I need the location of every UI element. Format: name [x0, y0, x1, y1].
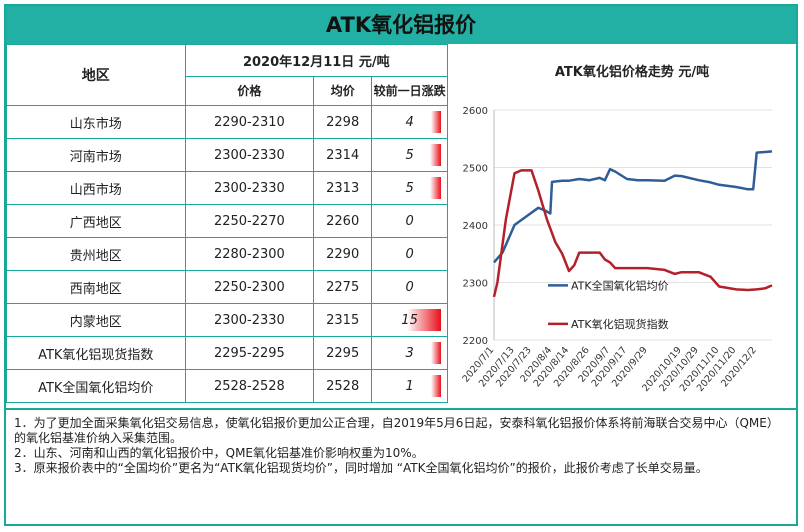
region-cell: 山东市场 — [6, 105, 186, 139]
change-value: 1 — [405, 378, 414, 394]
table-row: 内蒙地区 2300-2330 2315 15 — [6, 303, 448, 337]
price-cell: 2290-2310 — [184, 105, 315, 139]
chart-panel: ATK氧化铝价格走势 元/吨 2200 2300 2400 2500 2600 2020… — [452, 44, 796, 408]
series-line-0 — [493, 150, 773, 264]
region-cell: 内蒙地区 — [6, 303, 186, 337]
x-axis: 2020/7/12020/7/132020/7/232020/8/42020/8… — [460, 345, 759, 394]
table-row: 河南市场 2300-2330 2314 5 — [6, 138, 448, 172]
avg-cell: 2290 — [313, 237, 373, 271]
note-3: 3．原来报价表中的“全国均价”更名为“ATK氧化铝现货均价”，同时增加 “ATK… — [14, 461, 708, 475]
report-title: ATK氧化铝报价 — [6, 6, 796, 44]
change-value: 5 — [405, 147, 414, 163]
avg-cell: 2298 — [313, 105, 373, 139]
region-cell: ATK全国氧化铝均价 — [6, 369, 186, 403]
change-cell: 0 — [371, 237, 448, 271]
change-cell: 5 — [371, 171, 448, 205]
avg-cell: 2528 — [313, 369, 373, 403]
y-tick-label: 2500 — [463, 164, 488, 175]
note-2: 2．山东、河南和山西的氧化铝报价中，QME氧化铝基准价影响权重为10%。 — [14, 446, 424, 460]
change-bar — [431, 111, 441, 133]
change-cell: 5 — [371, 138, 448, 172]
header-price: 价格 — [184, 75, 315, 107]
table-row: 山西市场 2300-2330 2313 5 — [6, 171, 448, 205]
table-row: 贵州地区 2280-2300 2290 0 — [6, 237, 448, 271]
price-cell: 2300-2330 — [184, 303, 315, 337]
table-row: 山东市场 2290-2310 2298 4 — [6, 105, 448, 139]
region-cell: 河南市场 — [6, 138, 186, 172]
price-cell: 2300-2330 — [184, 171, 315, 205]
avg-cell: 2313 — [313, 171, 373, 205]
header-region: 地区 — [6, 44, 186, 106]
price-cell: 2295-2295 — [184, 336, 315, 370]
chart-series — [492, 150, 773, 298]
change-bar — [431, 342, 441, 364]
y-tick-label: 2200 — [463, 336, 488, 347]
chart-legend: ATK全国氧化铝均价 ATK氧化铝现货指数 — [548, 278, 669, 331]
header-change: 较前一日涨跌 — [371, 75, 448, 107]
avg-cell: 2260 — [313, 204, 373, 238]
price-cell: 2250-2300 — [184, 270, 315, 304]
header-avg: 均价 — [313, 75, 373, 107]
price-table-panel: 地区 2020年12月11日 元/吨 价格 均价 较前一日涨跌 山东市场 2290… — [6, 44, 449, 403]
change-cell: 0 — [371, 204, 448, 238]
change-value: 15 — [401, 312, 418, 328]
table-row: ATK全国氧化铝均价 2528-2528 2528 1 — [6, 369, 448, 403]
change-bar — [431, 375, 441, 397]
price-cell: 2300-2330 — [184, 138, 315, 172]
table-row: 广西地区 2250-2270 2260 0 — [6, 204, 448, 238]
notes: 1．为了更加全面采集氧化铝交易信息，使氧化铝报价更加公正合理，自2019年5月6… — [6, 408, 796, 524]
price-cell: 2528-2528 — [184, 369, 315, 403]
avg-cell: 2275 — [313, 270, 373, 304]
change-cell: 15 — [371, 303, 448, 337]
region-cell: 贵州地区 — [6, 237, 186, 271]
change-value: 3 — [405, 345, 414, 361]
region-cell: 西南地区 — [6, 270, 186, 304]
region-cell: 山西市场 — [6, 171, 186, 205]
chart-title: ATK氧化铝价格走势 元/吨 — [555, 64, 709, 80]
y-tick-label: 2300 — [463, 279, 488, 290]
avg-cell: 2315 — [313, 303, 373, 337]
change-cell: 4 — [371, 105, 448, 139]
series-line-1 — [492, 169, 773, 298]
legend-label: ATK氧化铝现货指数 — [571, 317, 669, 331]
header-date: 2020年12月11日 元/吨 — [184, 44, 449, 77]
avg-cell: 2314 — [313, 138, 373, 172]
change-value: 5 — [405, 180, 414, 196]
price-trend-chart: ATK氧化铝价格走势 元/吨 2200 2300 2400 2500 2600 2020… — [460, 64, 773, 394]
y-tick-label: 2600 — [463, 106, 488, 117]
legend-label: ATK全国氧化铝均价 — [571, 278, 669, 292]
price-cell: 2250-2270 — [184, 204, 315, 238]
region-cell: 广西地区 — [6, 204, 186, 238]
note-1: 1．为了更加全面采集氧化铝交易信息，使氧化铝报价更加公正合理，自2019年5月6… — [14, 416, 779, 445]
table-row: 西南地区 2250-2300 2275 0 — [6, 270, 448, 304]
change-cell: 3 — [371, 336, 448, 370]
price-table: 地区 2020年12月11日 元/吨 价格 均价 较前一日涨跌 山东市场 2290… — [6, 44, 449, 403]
change-value: 0 — [405, 213, 414, 229]
table-row: ATK氧化铝现货指数 2295-2295 2295 3 — [6, 336, 448, 370]
report-frame: ATK氧化铝报价 地区 2020年12月11日 元/吨 价格 均价 较前一日涨跌… — [4, 4, 798, 526]
change-cell: 0 — [371, 270, 448, 304]
change-value: 4 — [405, 114, 414, 130]
change-bar — [429, 144, 441, 166]
change-cell: 1 — [371, 369, 448, 403]
chart-grid — [493, 109, 772, 341]
change-value: 0 — [405, 246, 414, 262]
change-value: 0 — [405, 279, 414, 295]
change-bar — [429, 177, 441, 199]
change-bar — [407, 309, 441, 331]
y-tick-label: 2400 — [463, 221, 488, 232]
region-cell: ATK氧化铝现货指数 — [6, 336, 186, 370]
avg-cell: 2295 — [313, 336, 373, 370]
price-cell: 2280-2300 — [184, 237, 315, 271]
y-axis: 2200 2300 2400 2500 2600 — [463, 106, 488, 347]
